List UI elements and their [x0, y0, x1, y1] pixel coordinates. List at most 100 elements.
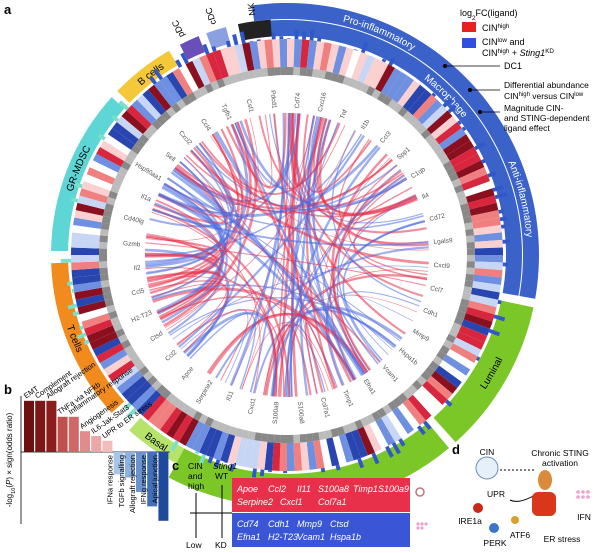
abundance-cell: [100, 222, 110, 230]
heatmap-cell: [472, 281, 501, 293]
effect-bar: [225, 40, 232, 48]
heatmap-cell: [332, 45, 347, 75]
heatmap-cell: [435, 122, 462, 145]
effect-bar: [79, 325, 85, 331]
effect-bar: [118, 100, 130, 111]
heatmap-cell: [426, 375, 453, 400]
bar: [80, 431, 90, 452]
effect-bar: [198, 453, 207, 465]
gene-label: Il11: [225, 390, 235, 402]
y-axis-label: -log10(P) × sign(odds ratio): [5, 412, 17, 507]
heatmap-cell: [213, 49, 229, 79]
abundance-cell: [99, 248, 108, 255]
text-part: high: [498, 48, 510, 55]
text-part: low: [498, 37, 508, 44]
abundance-cell: [463, 215, 473, 224]
heatmap-cell: [154, 80, 177, 107]
heatmap-cell: [442, 134, 471, 156]
heatmap-cell: [442, 354, 471, 376]
gene-label: Ccl7: [429, 285, 444, 295]
abundance-cell: [456, 190, 466, 200]
heatmap-cell: [75, 294, 105, 308]
text-part: CIN: [482, 37, 498, 47]
heatmap-cell: [166, 410, 188, 439]
abundance-cell: [436, 149, 447, 160]
circos-plot: Pro-inflammatoryMacrophageAnti-inflammat…: [51, 2, 539, 508]
heatmap-cell: [465, 188, 495, 204]
abundance-cell: [100, 280, 110, 288]
chord: [189, 149, 429, 265]
effect-bar: [447, 104, 457, 114]
abundance-cell: [387, 99, 398, 110]
abundance-cell: [336, 74, 346, 84]
effect-bar: [320, 467, 326, 473]
heatmap-cell: [92, 337, 122, 357]
abundance-cell: [181, 404, 192, 415]
heatmap-cell: [472, 217, 501, 229]
heatmap-cell: [338, 47, 354, 77]
heatmap-cell: [112, 365, 139, 388]
chord: [151, 211, 261, 394]
effect-bar: [494, 192, 508, 200]
chord: [302, 114, 372, 193]
cell-type-band: [179, 36, 205, 60]
gene: S100a8: [318, 484, 349, 494]
effect-bar: [431, 92, 437, 98]
text-part: +: [509, 48, 519, 58]
ifn-dot: [586, 495, 590, 499]
abundance-cell: [110, 316, 121, 326]
abundance-cell: [187, 92, 197, 103]
abundance-cell: [121, 161, 132, 171]
effect-bar: [498, 209, 504, 214]
text-part: P: [5, 479, 14, 485]
abundance-cell: [210, 80, 220, 91]
abundance-cell: [420, 370, 432, 381]
heatmap-cell: [463, 313, 493, 329]
bar: [35, 400, 46, 452]
gene-label: Lgals9: [433, 237, 453, 246]
text-part: ) × sign(odds ratio): [5, 412, 14, 479]
abundance-cell: [100, 228, 109, 237]
abundance-cell: [121, 339, 132, 349]
gene-label: Il2: [133, 265, 141, 273]
cell-type-band: [237, 19, 272, 41]
category-label: IFNg response: [139, 455, 148, 504]
gene: H2-T23: [268, 532, 298, 542]
chord: [167, 178, 401, 342]
heatmap-cell: [313, 440, 325, 469]
effect-bar: [223, 461, 228, 464]
heatmap-cell: [72, 274, 101, 286]
gene-label: Serpine2: [195, 379, 215, 405]
panel-label: d: [452, 442, 460, 457]
icon-dot: [420, 522, 424, 526]
icon-dot: [424, 522, 428, 526]
abundance-cell: [138, 134, 150, 145]
effect-bar: [97, 133, 106, 141]
heatmap-cell: [256, 40, 268, 69]
cell-type-band: [433, 300, 534, 443]
heatmap-cell: [293, 442, 303, 471]
effect-bar: [279, 36, 284, 40]
bar: [124, 452, 135, 478]
heatmap-cell: [126, 380, 152, 406]
text-part: Differential abundance: [504, 80, 589, 90]
annotation: Magnitude CIN-: [504, 103, 564, 113]
effect-bar: [492, 184, 504, 192]
chord: [331, 153, 388, 371]
gene-label: Ctsd: [149, 330, 164, 343]
heatmap-cell: [77, 195, 107, 210]
abundance-cell: [416, 124, 427, 135]
abundance-cell: [222, 76, 232, 86]
abundance-cell: [101, 215, 111, 224]
heatmap-cell: [71, 247, 100, 255]
text-part: CIN: [482, 48, 498, 58]
abundance-cell: [124, 155, 135, 165]
node-label: ER stress: [544, 534, 581, 544]
heatmap-cell: [300, 39, 310, 69]
abundance-cell: [108, 310, 118, 320]
gene-label: Cxcl1: [247, 397, 258, 415]
text-part: 2: [472, 15, 476, 22]
chord: [145, 161, 227, 263]
abundance-cell: [124, 345, 135, 355]
